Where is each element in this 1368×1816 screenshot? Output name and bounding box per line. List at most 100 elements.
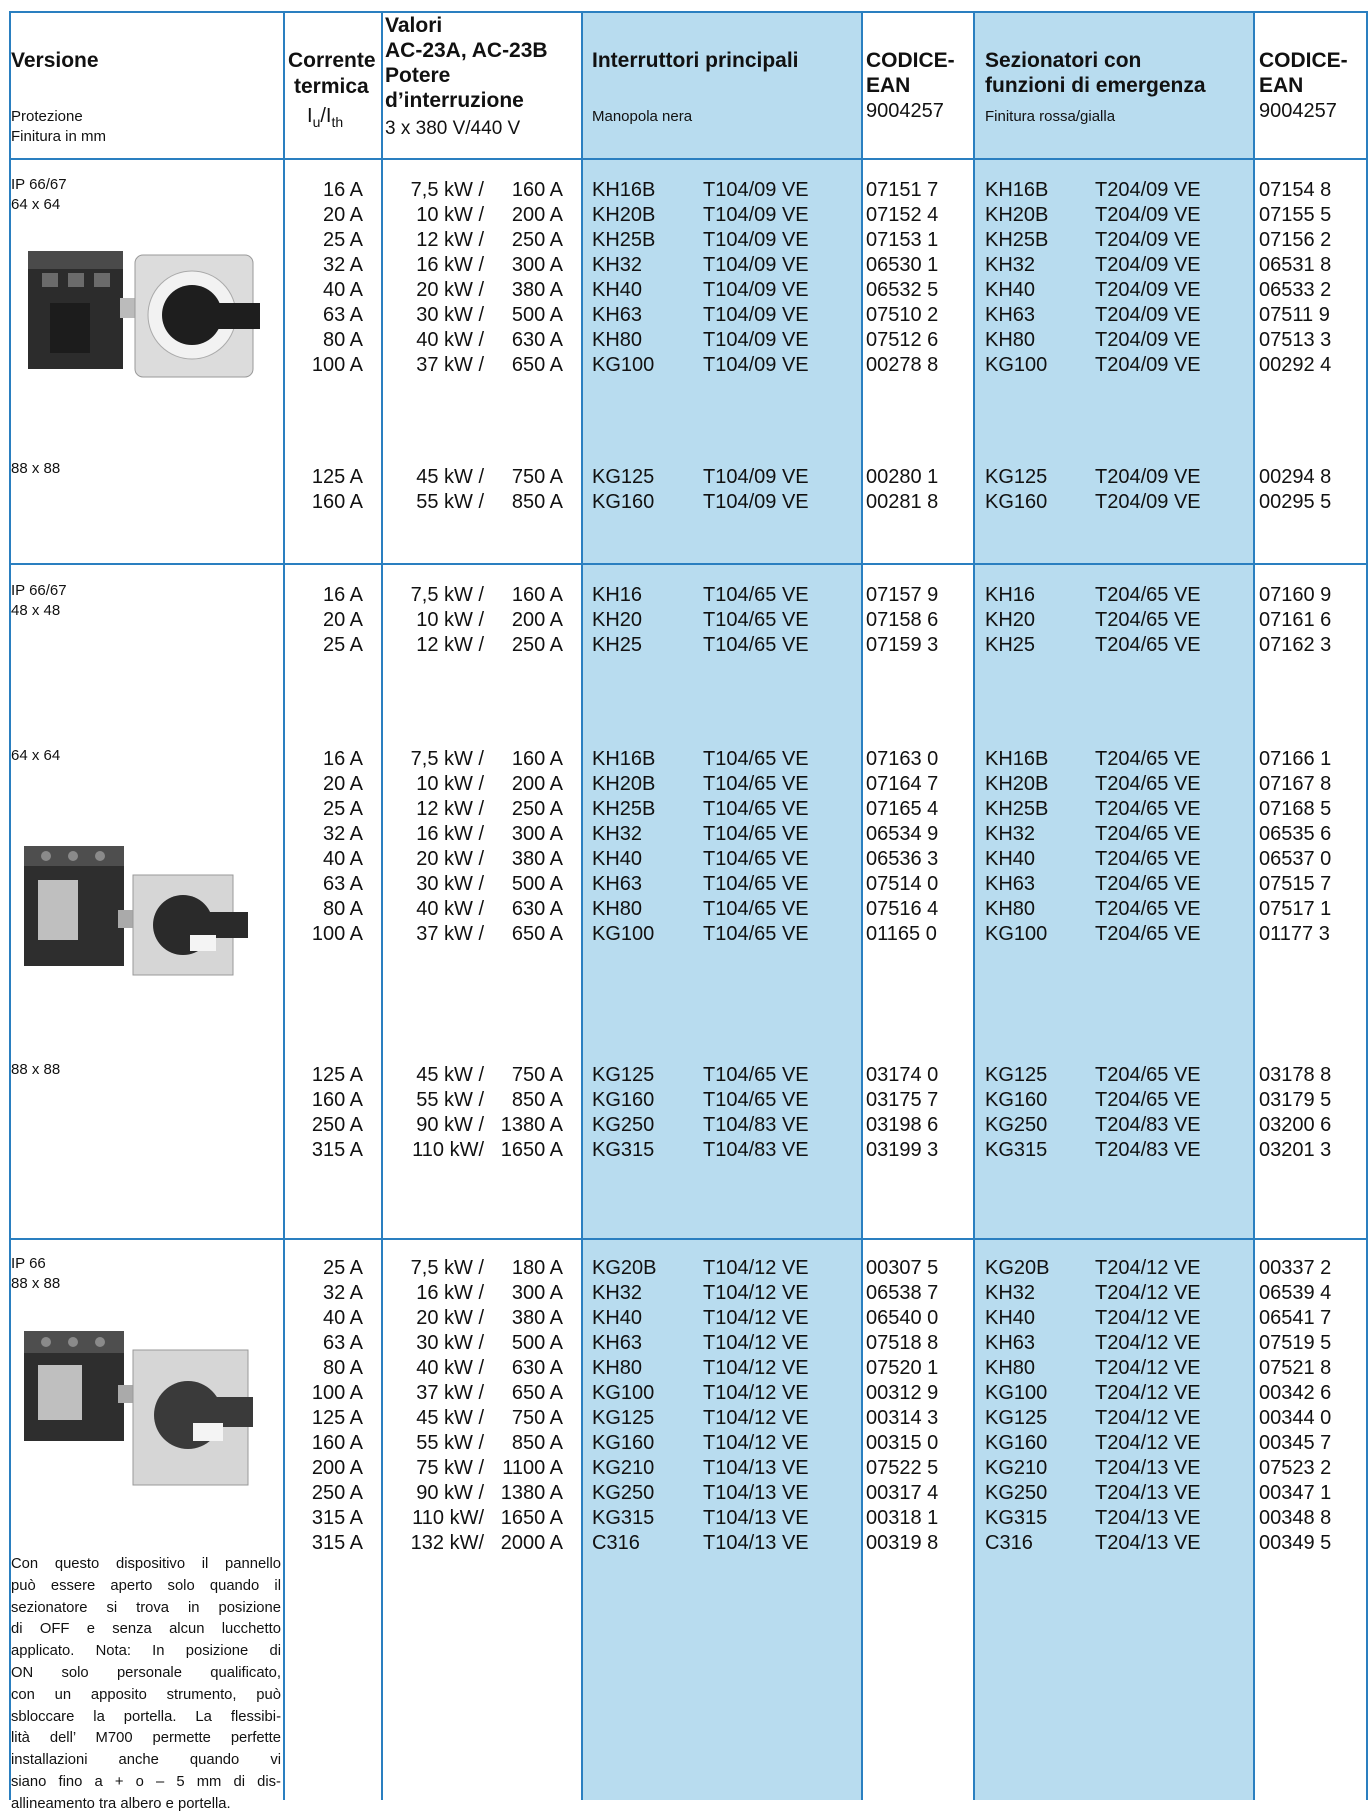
breaking-current: 300 A (511, 254, 563, 276)
main-switch-model: KG315 (592, 1139, 655, 1161)
ean-code-emergency: 00347 1 (1259, 1482, 1332, 1504)
ean-code-main: 00307 5 (866, 1257, 939, 1279)
main-switch-model: KH20B (592, 773, 656, 795)
power-rating: 10 kW / (416, 609, 484, 631)
main-switch-code: T104/09 VE (703, 204, 809, 226)
current-rating: 250 A (311, 1114, 363, 1136)
breaking-current: 850 A (511, 1089, 563, 1111)
main-switch-model: KG160 (592, 1432, 655, 1454)
emergency-switch-model: KH16B (985, 179, 1049, 201)
section-label: 64 x 64 (11, 196, 61, 213)
main-switch-model: KG100 (592, 354, 655, 376)
main-switch-model: KH25B (592, 229, 656, 251)
ean-code-emergency: 06533 2 (1259, 279, 1332, 301)
emergency-switch-code: T204/12 VE (1095, 1257, 1201, 1279)
table-row: 125 A 45 kW / 750 A KG125 T104/09 VE 00280 1 K… (0, 465, 1368, 489)
current-rating: 80 A (322, 898, 363, 920)
ean-code-emergency: 07523 2 (1259, 1457, 1332, 1479)
current-rating: 63 A (322, 873, 363, 895)
note-line: installazioni anche quando vi (11, 1752, 281, 1769)
breaking-current: 200 A (511, 204, 563, 226)
breaking-current: 200 A (511, 609, 563, 631)
table-row: 250 A 90 kW / 1380 A KG250 T104/83 VE 03198 6… (0, 1113, 1368, 1137)
header-iu-ith: Iu/Ith (307, 104, 343, 134)
ean-code-main: 07512 6 (866, 329, 939, 351)
main-switch-model: KH32 (592, 254, 643, 276)
section-label: IP 66/67 (11, 176, 67, 193)
main-switch-model: KG125 (592, 466, 655, 488)
main-switch-model: KH32 (592, 1282, 643, 1304)
emergency-switch-model: KH20B (985, 204, 1049, 226)
table-row: 16 A 7,5 kW / 160 A KH16B T104/09 VE 07151 7 K… (0, 178, 1368, 202)
emergency-switch-code: T204/13 VE (1095, 1457, 1201, 1479)
current-rating: 160 A (311, 1089, 363, 1111)
breaking-current: 630 A (511, 1357, 563, 1379)
main-switch-code: T104/65 VE (703, 584, 809, 606)
table-row: 125 A 45 kW / 750 A KG125 T104/12 VE 00314 3 K… (0, 1406, 1368, 1430)
emergency-switch-code: T204/09 VE (1095, 179, 1201, 201)
main-switch-code: T104/09 VE (703, 491, 809, 513)
header-versione: Versione (11, 49, 99, 72)
table-row: 315 A 110 kW/1650 A KG315 T104/13 VE 00318 1… (0, 1506, 1368, 1530)
header-ac: AC-23A, AC-23B (385, 39, 548, 62)
table-row: 63 A 30 kW / 500 A KH63 T104/09 VE 07510 2 KH6… (0, 303, 1368, 327)
switch-photo-2 (24, 846, 248, 976)
main-switch-model: KG250 (592, 1114, 655, 1136)
main-switch-model: KH20B (592, 204, 656, 226)
emergency-switch-model: KH25 (985, 634, 1036, 656)
breaking-current: 300 A (511, 1282, 563, 1304)
section-label: 48 x 48 (11, 602, 61, 619)
power-rating: 7,5 kW / (410, 179, 484, 201)
header-termica: termica (294, 75, 369, 98)
breaking-current: 300 A (511, 823, 563, 845)
power-rating: 16 kW / (416, 254, 484, 276)
power-rating: 75 kW / (416, 1457, 484, 1479)
emergency-switch-code: T204/65 VE (1095, 609, 1201, 631)
ean-code-main: 03199 3 (866, 1139, 939, 1161)
current-rating: 32 A (322, 1282, 363, 1304)
ean-code-emergency: 03201 3 (1259, 1139, 1332, 1161)
header-finitura: Finitura in mm (11, 128, 107, 145)
current-rating: 20 A (322, 204, 363, 226)
emergency-switch-model: C316 (985, 1532, 1033, 1554)
ean-code-main: 00280 1 (866, 466, 939, 488)
main-switch-code: T104/12 VE (703, 1307, 809, 1329)
header-interruzione: d’interruzione (385, 89, 524, 112)
main-switch-code: T104/65 VE (703, 1064, 809, 1086)
ean-code-emergency: 00294 8 (1259, 466, 1332, 488)
main-switch-code: T104/65 VE (703, 923, 809, 945)
emergency-switch-model: KG250 (985, 1482, 1048, 1504)
header-ean-1: EAN (866, 74, 911, 97)
ean-code-emergency: 07519 5 (1259, 1332, 1332, 1354)
main-switch-model: KH40 (592, 1307, 643, 1329)
power-rating: 55 kW / (416, 491, 484, 513)
emergency-switch-model: KH80 (985, 898, 1036, 920)
ean-code-emergency: 07162 3 (1259, 634, 1332, 656)
ean-code-emergency: 00292 4 (1259, 354, 1332, 376)
grid-line (861, 11, 863, 1800)
header-corrente: Corrente (288, 49, 376, 72)
header-ith-sub: th (331, 114, 344, 130)
emergency-switch-model: KH40 (985, 279, 1036, 301)
breaking-current: 1100 A (502, 1457, 563, 1479)
main-switch-code: T104/09 VE (703, 229, 809, 251)
ean-code-emergency: 06531 8 (1259, 254, 1332, 276)
breaking-current: 2000 A (500, 1532, 563, 1554)
main-switch-code: T104/65 VE (703, 823, 809, 845)
grid-line (9, 1238, 1368, 1240)
breaking-current: 650 A (511, 354, 563, 376)
ean-code-emergency: 07155 5 (1259, 204, 1332, 226)
main-switch-model: KH63 (592, 873, 643, 895)
ean-code-main: 00319 8 (866, 1532, 939, 1554)
current-rating: 25 A (322, 1257, 363, 1279)
section-label: 64 x 64 (11, 747, 61, 764)
power-rating: 37 kW / (416, 1382, 484, 1404)
ean-code-main: 07510 2 (866, 304, 939, 326)
ean-code-main: 06540 0 (866, 1307, 939, 1329)
header-ean-num-1: 9004257 (866, 100, 944, 122)
ean-code-main: 07157 9 (866, 584, 939, 606)
ean-code-emergency: 03200 6 (1259, 1114, 1332, 1136)
ean-code-main: 07164 7 (866, 773, 939, 795)
emergency-switch-code: T204/65 VE (1095, 848, 1201, 870)
breaking-current: 750 A (511, 466, 563, 488)
